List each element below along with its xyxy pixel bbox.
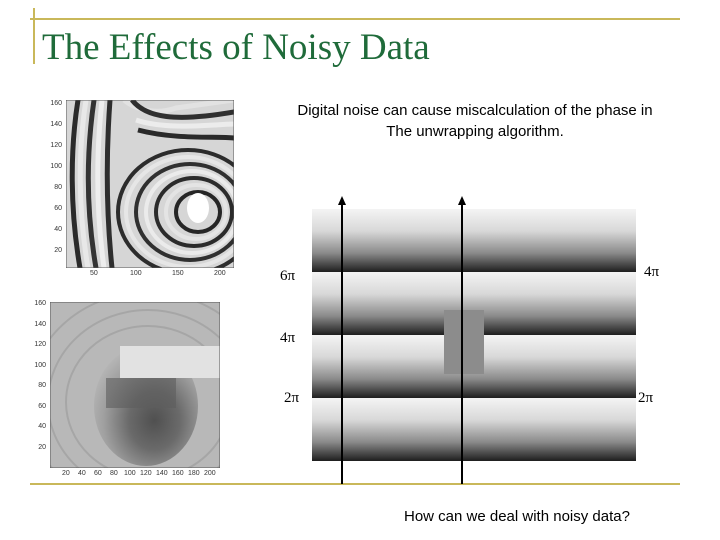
wrapped-fringe-pattern bbox=[66, 100, 234, 268]
y-tick: 60 bbox=[38, 403, 46, 410]
x-tick: 160 bbox=[172, 470, 184, 477]
top-rule bbox=[30, 18, 680, 20]
left-label-4pi: 4π bbox=[280, 330, 296, 346]
left-arrow-line bbox=[341, 204, 343, 484]
left-label-2pi: 2π bbox=[284, 390, 300, 406]
wrapped-phase-y-axis: 160 140 120 100 80 60 40 20 bbox=[48, 100, 64, 268]
bottom-rule bbox=[30, 483, 680, 485]
x-tick: 120 bbox=[140, 470, 152, 477]
y-tick: 120 bbox=[34, 341, 46, 348]
x-tick: 200 bbox=[214, 270, 226, 277]
x-tick: 40 bbox=[78, 470, 86, 477]
x-tick: 50 bbox=[90, 270, 98, 277]
x-tick: 100 bbox=[130, 270, 142, 277]
caption-line-1: Digital noise can cause miscalculation o… bbox=[297, 102, 653, 119]
x-tick: 150 bbox=[172, 270, 184, 277]
unwrapped-phase-x-axis: 20 40 60 80 100 120 140 160 180 200 bbox=[50, 470, 220, 480]
y-tick: 20 bbox=[54, 247, 62, 254]
question-text: How can we deal with noisy data? bbox=[404, 508, 630, 525]
unwrapped-phase-image: 160 140 120 100 80 60 40 20 20 40 bbox=[32, 298, 232, 484]
left-label-6pi: 6π bbox=[280, 268, 296, 284]
unwrapped-phase-surface bbox=[50, 302, 220, 468]
x-tick: 100 bbox=[124, 470, 136, 477]
caption-line-2: The unwrapping algorithm. bbox=[386, 123, 564, 140]
slide-title: The Effects of Noisy Data bbox=[42, 27, 430, 68]
y-tick: 40 bbox=[54, 226, 62, 233]
y-tick: 140 bbox=[50, 121, 62, 128]
y-tick: 40 bbox=[38, 423, 46, 430]
y-tick: 160 bbox=[50, 100, 62, 107]
right-arrow-head-icon bbox=[458, 196, 466, 205]
x-tick: 60 bbox=[94, 470, 102, 477]
noise-patch bbox=[444, 310, 484, 374]
y-tick: 160 bbox=[34, 300, 46, 307]
y-tick: 20 bbox=[38, 444, 46, 451]
y-tick: 140 bbox=[34, 321, 46, 328]
y-tick: 80 bbox=[54, 184, 62, 191]
y-tick: 80 bbox=[38, 382, 46, 389]
unwrapped-phase-y-axis: 160 140 120 100 80 60 40 20 bbox=[32, 300, 48, 466]
phase-band bbox=[312, 398, 636, 461]
y-tick: 120 bbox=[50, 142, 62, 149]
x-tick: 80 bbox=[110, 470, 118, 477]
left-arrow-head-icon bbox=[338, 196, 346, 205]
y-tick: 100 bbox=[34, 362, 46, 369]
y-tick: 100 bbox=[50, 163, 62, 170]
y-tick: 60 bbox=[54, 205, 62, 212]
x-tick: 180 bbox=[188, 470, 200, 477]
caption: Digital noise can cause miscalculation o… bbox=[255, 100, 695, 142]
wrapped-phase-image: 160 140 120 100 80 60 40 20 bbox=[48, 96, 238, 278]
right-label-2pi: 2π bbox=[638, 390, 654, 406]
wrapped-phase-x-axis: 50 100 150 200 bbox=[66, 270, 234, 280]
x-tick: 20 bbox=[62, 470, 70, 477]
right-arrow-line bbox=[461, 204, 463, 484]
x-tick: 200 bbox=[204, 470, 216, 477]
phase-band bbox=[312, 209, 636, 272]
right-label-4pi: 4π bbox=[644, 264, 660, 280]
left-rule bbox=[33, 8, 35, 64]
x-tick: 140 bbox=[156, 470, 168, 477]
